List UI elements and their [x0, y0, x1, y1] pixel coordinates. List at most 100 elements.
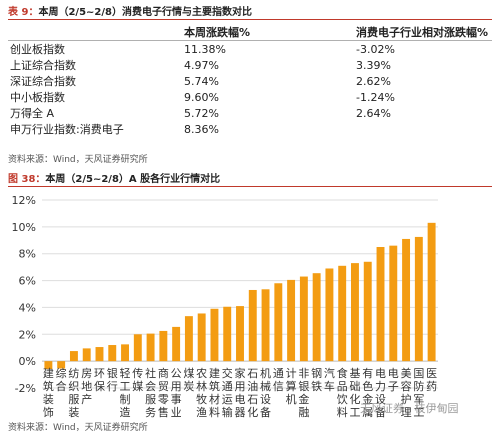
- x-tick-label: 银行: [107, 366, 118, 393]
- table-top-rule: [8, 19, 492, 20]
- table-header-1: 本周涨跌幅%: [184, 26, 251, 39]
- x-tick-label: 机械设备: [260, 366, 271, 418]
- x-tick-label: 基础化工: [349, 367, 360, 418]
- x-tick-label: 家用电器: [235, 366, 246, 418]
- bar: [427, 222, 436, 362]
- bar: [236, 306, 244, 362]
- table-caption-text: 本周（2/5~2/8）消费电子行情与主要指数对比: [38, 7, 252, 18]
- bar: [338, 265, 347, 362]
- y-tick-label: 0%: [19, 355, 36, 368]
- x-tick-label: 煤炭: [183, 367, 194, 393]
- chart-top-rule: [8, 186, 492, 187]
- y-tick-label: -2%: [15, 382, 36, 395]
- bar: [223, 306, 232, 362]
- bar: [82, 348, 91, 362]
- table-cell: 4.97%: [184, 58, 219, 72]
- bar: [414, 236, 423, 362]
- bar: [69, 351, 78, 362]
- x-tick-label: 传媒: [132, 367, 143, 393]
- table-cell: 申万行业指数:消费电子: [10, 123, 124, 136]
- table-row: 万得全 A 5.72% 2.64%: [8, 105, 492, 121]
- bar: [172, 326, 181, 362]
- bar: [325, 268, 334, 362]
- y-tick-label: 6%: [19, 275, 36, 288]
- x-tick-label: 美容护理: [401, 367, 412, 418]
- bar: [184, 316, 193, 362]
- bar: [210, 308, 219, 362]
- bar: [312, 273, 321, 362]
- bar: [402, 238, 411, 362]
- bar: [44, 361, 53, 370]
- x-tick-label: 建筑材料: [209, 366, 220, 418]
- table-caption: 表 9：本周（2/5~2/8）消费电子行情与主要指数对比: [8, 3, 252, 18]
- bar: [95, 347, 104, 362]
- x-tick-label: 食品饮料: [337, 366, 348, 418]
- y-tick-label: 8%: [19, 248, 36, 261]
- chart-caption-tag: 图 38：: [8, 174, 46, 185]
- table-cell: 万得全 A: [10, 107, 55, 120]
- bar: [363, 261, 372, 362]
- bar: [248, 289, 257, 362]
- table-row: 上证综合指数 4.97% 3.39%: [8, 57, 492, 73]
- table-cell: 中小板指数: [10, 91, 65, 104]
- table-cell: 11.38%: [184, 42, 226, 56]
- x-tick-label: 国防军工: [413, 367, 424, 418]
- chart-caption: 图 38：本周（2/5~2/8）A 股各行业行情对比: [8, 170, 220, 185]
- bar: [351, 263, 359, 362]
- x-tick-label: 房地产: [81, 367, 92, 406]
- bar: [121, 344, 129, 362]
- table-cell: 深证综合指数: [10, 75, 76, 88]
- x-tick-label: 钢铁: [311, 367, 322, 393]
- bar: [389, 245, 398, 362]
- table-cell: 9.60%: [184, 90, 219, 104]
- table-cell: 8.36%: [184, 122, 219, 136]
- x-tick-label: 轻工制造: [120, 366, 131, 418]
- bar: [159, 330, 168, 362]
- x-tick-label: 建筑装饰: [43, 366, 54, 418]
- table-cell: 2.62%: [356, 74, 391, 88]
- x-tick-label: 有色金属: [362, 366, 373, 418]
- x-tick-label: 纺织服装: [68, 366, 79, 418]
- bar: [108, 345, 117, 362]
- y-tick-label: 2%: [19, 328, 36, 341]
- bar: [299, 276, 308, 362]
- table-cell: -3.02%: [356, 42, 395, 56]
- table-cell: 上证综合指数: [10, 59, 76, 72]
- table-cell: 3.39%: [356, 58, 391, 72]
- x-tick-label: 社会服务: [145, 366, 156, 418]
- table-header-row: 本周涨跌幅% 消费电子行业相对涨跌幅%: [8, 24, 492, 41]
- table-row: 深证综合指数 5.74% 2.62%: [8, 73, 492, 89]
- bar: [197, 313, 206, 362]
- chart-source-note: 资料来源：Wind，天风证券研究所: [8, 423, 148, 433]
- table-header-0: [8, 24, 182, 41]
- bar: [57, 361, 66, 369]
- table-cell: 2.64%: [356, 106, 391, 120]
- x-tick-label: 计算机: [286, 367, 297, 406]
- x-tick-label: 环保: [94, 367, 105, 393]
- table-cell: [354, 121, 492, 137]
- x-tick-label: 综合: [56, 366, 67, 393]
- x-tick-label: 非银金融: [298, 367, 309, 418]
- x-tick-label: 通信: [273, 367, 284, 393]
- bar: [146, 333, 155, 362]
- bar: [133, 334, 142, 362]
- industry-bar-chart: -2% 0% 2% 4% 6% 8% 10% 12% 建筑装饰综合纺织服装房地产环保银行轻工制造…: [12, 194, 438, 418]
- y-tick-label: 4%: [19, 301, 36, 314]
- table-row: 中小板指数 9.60% -1.24%: [8, 89, 492, 105]
- x-tick-label: 公用事业: [171, 367, 182, 418]
- table-cell: 5.74%: [184, 74, 219, 88]
- x-tick-label: 交通运输: [222, 366, 233, 418]
- index-comparison-table: 本周涨跌幅% 消费电子行业相对涨跌幅% 创业板指数 11.38% -3.02% …: [8, 24, 492, 137]
- table-cell: 5.72%: [184, 106, 219, 120]
- bar: [274, 283, 283, 362]
- bar: [261, 289, 270, 362]
- table-cell: 创业板指数: [10, 43, 65, 56]
- table-row: 创业板指数 11.38% -3.02%: [8, 41, 492, 58]
- chart-caption-text: 本周（2/5~2/8）A 股各行业行情对比: [45, 174, 221, 185]
- x-tick-label: 医药: [426, 367, 437, 393]
- watermark: 天风证券 · 枝伊甸园: [360, 402, 459, 415]
- bar: [287, 279, 296, 362]
- x-tick-label: 电子: [388, 367, 399, 393]
- x-tick-label: 商贸零售: [158, 366, 169, 418]
- x-tick-label: 石油石化: [247, 367, 258, 418]
